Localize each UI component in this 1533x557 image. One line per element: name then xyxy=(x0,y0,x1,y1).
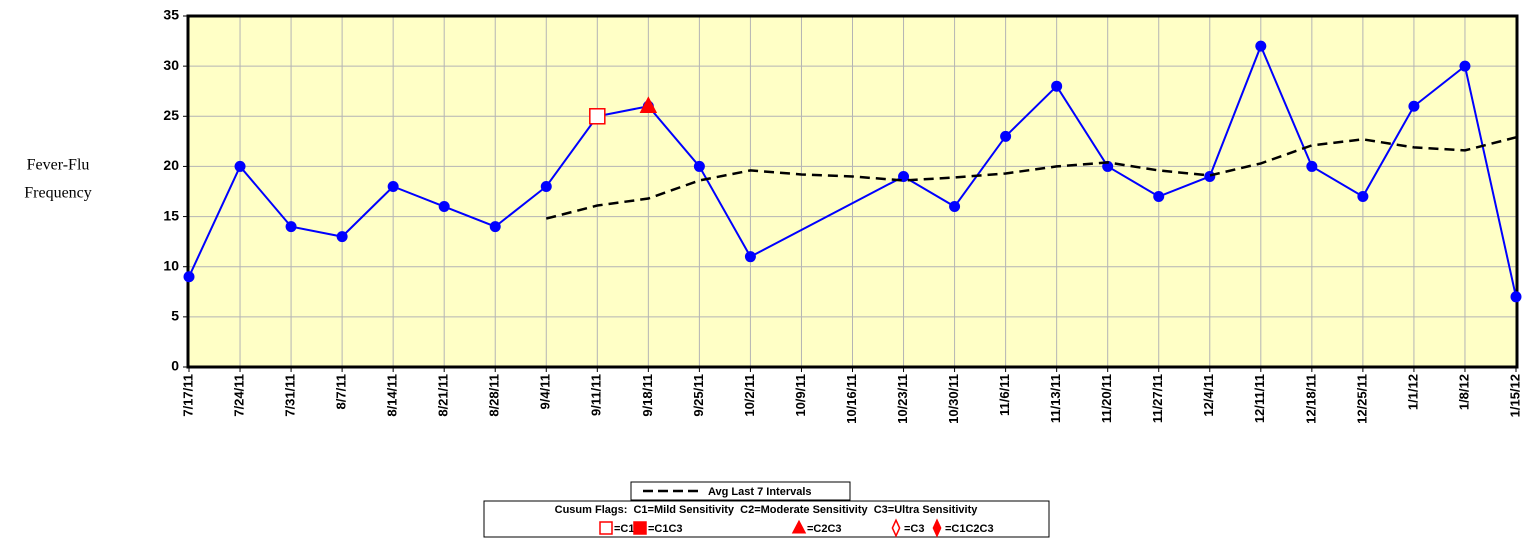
flag-marker xyxy=(639,96,658,114)
flag-marker xyxy=(589,108,606,125)
data-point xyxy=(438,201,450,213)
data-point xyxy=(285,221,297,233)
x-tick-label: 7/31/11 xyxy=(283,374,298,417)
data-point xyxy=(949,201,961,213)
x-tick-label: 1/1/12 xyxy=(1405,374,1420,410)
x-tick-label: 11/27/11 xyxy=(1150,374,1165,423)
legend-label: Avg Last 7 Intervals xyxy=(708,486,812,498)
x-tick-label: 8/28/11 xyxy=(487,374,502,417)
data-point xyxy=(1306,160,1318,172)
y-tick-label: 25 xyxy=(163,107,179,123)
data-point xyxy=(744,251,756,263)
data-point xyxy=(1000,130,1012,142)
data-point xyxy=(693,160,705,172)
plot-frame xyxy=(186,14,1519,369)
x-tick-label: 7/17/11 xyxy=(180,374,195,417)
x-tick-label: 9/11/11 xyxy=(589,374,604,416)
data-point xyxy=(1459,60,1471,72)
x-tick-label: 10/2/11 xyxy=(742,374,757,417)
data-point xyxy=(489,221,501,233)
data-point xyxy=(1357,191,1369,203)
legend-title: Cusum Flags: C1=Mild Sensitivity C2=Mode… xyxy=(555,504,979,516)
y-tick-label: 5 xyxy=(171,308,179,324)
data-point xyxy=(1510,291,1522,303)
y-axis-label: Frequency xyxy=(24,185,92,202)
data-point xyxy=(1408,100,1420,112)
legend-symbol xyxy=(891,518,901,538)
y-tick-label: 0 xyxy=(171,358,179,374)
average-line xyxy=(545,136,1517,220)
x-tick-label: 12/4/11 xyxy=(1201,374,1216,417)
legend-label: =C3 xyxy=(904,523,925,535)
legend-symbol xyxy=(932,518,942,538)
y-tick-label: 35 xyxy=(163,7,179,23)
x-tick-label: 7/24/11 xyxy=(231,374,246,417)
x-tick-label: 1/8/12 xyxy=(1456,374,1471,410)
data-point xyxy=(1051,80,1063,92)
legend-box xyxy=(483,500,1050,538)
data-point xyxy=(1204,170,1216,182)
data-point xyxy=(540,180,552,192)
x-tick-label: 8/14/11 xyxy=(385,374,400,417)
data-point xyxy=(387,180,399,192)
data-point xyxy=(234,160,246,172)
data-point xyxy=(1255,40,1267,52)
y-tick-label: 15 xyxy=(163,207,179,223)
x-tick-label: 8/7/11 xyxy=(334,374,349,409)
x-tick-label: 9/18/11 xyxy=(640,374,655,417)
x-tick-label: 10/30/11 xyxy=(946,374,961,424)
x-tick-label: 9/25/11 xyxy=(691,374,706,417)
x-tick-label: 12/18/11 xyxy=(1303,374,1318,424)
y-tick-label: 30 xyxy=(163,57,179,73)
legend-label: =C1C3 xyxy=(648,523,683,535)
x-tick-label: 10/9/11 xyxy=(793,374,808,417)
data-point xyxy=(336,231,348,243)
x-tick-label: 12/11/11 xyxy=(1252,374,1267,423)
x-tick-label: 10/23/11 xyxy=(895,374,910,424)
data-point xyxy=(1153,191,1165,203)
y-tick-label: 20 xyxy=(163,157,179,173)
y-axis-label: Fever-Flu xyxy=(27,157,90,174)
x-tick-label: 8/21/11 xyxy=(436,374,451,417)
x-tick-label: 11/13/11 xyxy=(1048,374,1063,423)
x-tick-label: 1/15/12 xyxy=(1507,374,1522,417)
legend-label: =C1 xyxy=(614,523,635,535)
legend-symbol xyxy=(633,521,647,535)
legend-label: =C2C3 xyxy=(807,523,842,535)
legend-symbol xyxy=(599,521,613,535)
x-tick-label: 10/16/11 xyxy=(844,374,859,424)
data-point xyxy=(183,271,195,283)
x-tick-label: 9/4/11 xyxy=(538,374,553,409)
x-tick-label: 11/6/11 xyxy=(997,374,1012,416)
legend-box xyxy=(630,481,851,501)
legend-symbol xyxy=(791,519,807,534)
x-tick-label: 11/20/11 xyxy=(1099,374,1114,423)
y-tick-label: 10 xyxy=(163,257,179,273)
x-tick-label: 12/25/11 xyxy=(1354,374,1369,424)
legend-label: =C1C2C3 xyxy=(945,523,994,535)
